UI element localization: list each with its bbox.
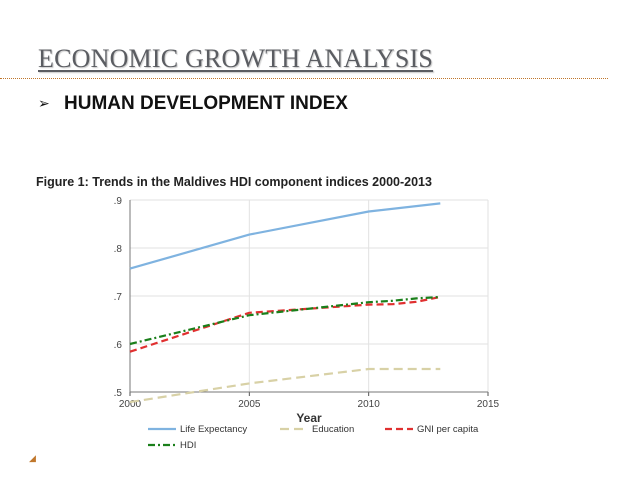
arrow-bullet-icon: ➢: [38, 96, 64, 112]
legend-label: GNI per capita: [417, 424, 479, 435]
legend-label: Life Expectancy: [180, 424, 247, 435]
legend-label: Education: [312, 424, 354, 435]
bullet-item: ➢ HUMAN DEVELOPMENT INDEX: [38, 93, 348, 115]
hdi-line-chart: Figure 1: Trends in the Maldives HDI com…: [30, 170, 500, 455]
y-tick-label: .7: [114, 292, 123, 303]
x-axis-label: Year: [296, 411, 322, 425]
x-tick-label: 2010: [358, 399, 381, 410]
corner-triangle-icon: ◢: [29, 454, 36, 464]
title-divider: [0, 78, 608, 79]
legend-label: HDI: [180, 440, 196, 451]
y-tick-label: .6: [114, 340, 123, 351]
bullet-text: HUMAN DEVELOPMENT INDEX: [64, 93, 348, 115]
y-tick-label: .9: [114, 196, 123, 207]
x-tick-label: 2015: [477, 399, 500, 410]
chart-title: Figure 1: Trends in the Maldives HDI com…: [36, 175, 432, 189]
y-tick-label: .5: [114, 388, 123, 399]
slide-title: ECONOMIC GROWTH ANALYSIS: [38, 44, 433, 74]
y-tick-label: .8: [114, 244, 123, 255]
x-tick-label: 2005: [238, 399, 261, 410]
